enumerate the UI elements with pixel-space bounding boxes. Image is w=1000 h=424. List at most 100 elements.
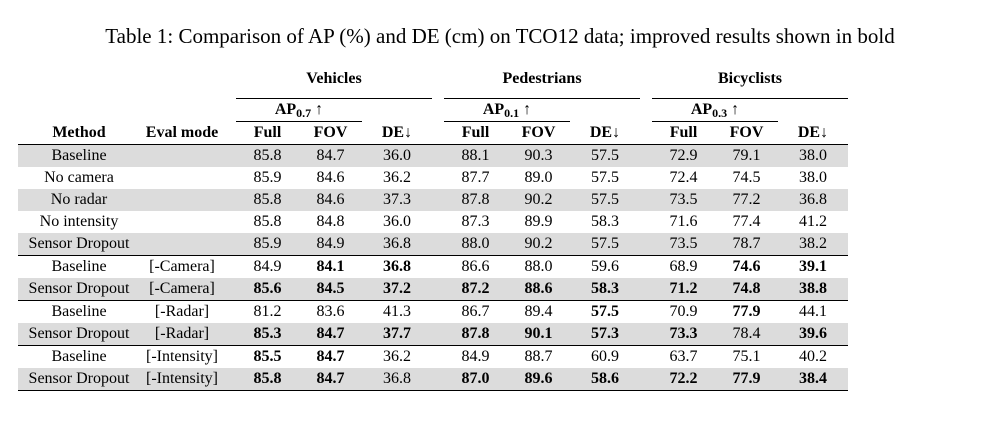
cell-vehicles-full: 81.2	[236, 300, 299, 323]
cell-bicyclists-full: 63.7	[652, 345, 715, 368]
cell-pedestrians-de: 59.6	[570, 255, 640, 278]
cell-pedestrians-de: 57.5	[570, 300, 640, 323]
cell-bicyclists-full: 72.9	[652, 144, 715, 167]
ap-header-vehicles: AP0.7 ↑	[236, 98, 362, 122]
cell-eval-mode: [-Intensity]	[140, 368, 224, 391]
cell-pedestrians-fov: 90.1	[507, 323, 570, 346]
cell-vehicles-fov: 84.6	[299, 189, 362, 211]
table-row: No intensity 85.8 84.8 36.0 87.3 89.9 58.3 71.6…	[18, 211, 848, 233]
cell-pedestrians-de: 57.5	[570, 189, 640, 211]
cell-method: Sensor Dropout	[18, 278, 140, 301]
cell-pedestrians-de: 58.3	[591, 213, 619, 230]
cell-vehicles-de: 37.3	[362, 189, 432, 211]
cell-bicyclists-full: 70.9	[652, 300, 715, 323]
cell-vehicles-de: 36.2	[362, 345, 432, 368]
cell-bicyclists-full: 73.3	[652, 323, 715, 346]
table-row: Sensor Dropout [-Intensity] 85.8 84.7 36.8 87…	[18, 368, 848, 391]
table-row: No radar 85.8 84.6 37.3 87.8 90.2 57.5 73.5 77.2…	[18, 189, 848, 211]
cell-pedestrians-de: 58.3	[570, 278, 640, 301]
cell-pedestrians-full: 86.6	[444, 255, 507, 278]
cell-vehicles-fov: 84.6	[316, 169, 345, 186]
cell-eval-mode	[140, 189, 224, 211]
table-row: No camera 85.9 84.6 36.2 87.7 89.0 57.5 72.4 74.…	[18, 167, 848, 189]
cell-eval-mode: [-Radar]	[140, 300, 224, 323]
cell-bicyclists-fov: 78.4	[715, 323, 778, 346]
cell-bicyclists-de: 38.8	[778, 278, 848, 301]
cell-method: Baseline	[18, 300, 140, 323]
cell-vehicles-full: 85.3	[236, 323, 299, 346]
cell-bicyclists-fov: 77.9	[715, 368, 778, 391]
cell-vehicles-de: 37.7	[362, 323, 432, 346]
cell-pedestrians-full: 88.1	[444, 144, 507, 167]
cell-pedestrians-de: 57.5	[570, 144, 640, 167]
cell-method: Baseline	[18, 255, 140, 278]
table-row: Baseline [-Camera] 84.9 84.1 36.8 86.6 88.0 59.…	[18, 255, 848, 278]
cell-pedestrians-fov: 89.6	[507, 368, 570, 391]
cell-vehicles-full: 85.8	[236, 189, 299, 211]
table-row: Baseline [-Intensity] 85.5 84.7 36.2 84.9 88.7…	[18, 345, 848, 368]
cell-vehicles-fov: 84.7	[299, 144, 362, 167]
cell-vehicles-full: 84.9	[236, 255, 299, 278]
cell-bicyclists-de: 38.0	[799, 169, 827, 186]
cell-vehicles-full: 85.5	[236, 345, 299, 368]
ap-header-pedestrians: AP0.1 ↑	[444, 98, 570, 122]
cell-bicyclists-de: 38.2	[778, 233, 848, 256]
cell-vehicles-full: 85.8	[236, 368, 299, 391]
cell-bicyclists-full: 73.5	[652, 189, 715, 211]
cell-pedestrians-full: 87.7	[461, 169, 490, 186]
cell-bicyclists-fov: 74.6	[715, 255, 778, 278]
cell-pedestrians-fov: 90.2	[507, 233, 570, 256]
cell-vehicles-de: 41.3	[362, 300, 432, 323]
col-header-vehicles-full: Full	[236, 121, 299, 145]
cell-pedestrians-de: 60.9	[570, 345, 640, 368]
cell-pedestrians-full: 87.0	[444, 368, 507, 391]
cell-vehicles-fov: 84.7	[299, 345, 362, 368]
cell-pedestrians-fov: 88.0	[507, 255, 570, 278]
col-header-vehicles-de: DE↓	[362, 121, 432, 145]
cell-eval-mode	[140, 233, 224, 256]
cell-vehicles-fov: 84.7	[299, 323, 362, 346]
cell-eval-mode: [-Camera]	[140, 278, 224, 301]
cell-bicyclists-fov: 74.8	[715, 278, 778, 301]
col-header-pedestrians-full: Full	[444, 121, 507, 145]
col-header-vehicles-fov: FOV	[299, 121, 362, 145]
cell-bicyclists-full: 72.2	[652, 368, 715, 391]
cell-method: Baseline	[18, 144, 140, 167]
cell-bicyclists-full: 73.5	[652, 233, 715, 256]
cell-vehicles-full: 85.9	[253, 169, 282, 186]
cell-method: No intensity	[39, 213, 119, 230]
table-row: Sensor Dropout [-Radar] 85.3 84.7 37.7 87.8 90…	[18, 323, 848, 346]
cell-method: Sensor Dropout	[18, 233, 140, 256]
col-header-pedestrians-de: DE↓	[570, 121, 640, 145]
cell-bicyclists-full: 68.9	[652, 255, 715, 278]
cell-pedestrians-full: 88.0	[444, 233, 507, 256]
table-row: Sensor Dropout [-Camera] 85.6 84.5 37.2 87.2 8…	[18, 278, 848, 301]
table-row: Baseline 85.8 84.7 36.0 88.1 90.3 57.5 72.9 79.1…	[18, 144, 848, 167]
cell-pedestrians-de: 57.3	[570, 323, 640, 346]
cell-bicyclists-fov: 75.1	[715, 345, 778, 368]
cell-method: No camera	[44, 169, 114, 186]
cell-pedestrians-fov: 90.2	[507, 189, 570, 211]
cell-vehicles-full: 85.8	[236, 144, 299, 167]
cell-eval-mode: [-Camera]	[140, 255, 224, 278]
table-row: Baseline [-Radar] 81.2 83.6 41.3 86.7 89.4 57.5…	[18, 300, 848, 323]
cell-bicyclists-fov: 77.4	[732, 213, 761, 230]
cell-vehicles-de: 36.8	[362, 255, 432, 278]
cell-vehicles-fov: 84.7	[299, 368, 362, 391]
cell-vehicles-fov: 84.9	[299, 233, 362, 256]
col-header-bicyclists-fov: FOV	[715, 121, 778, 145]
cell-pedestrians-de: 58.6	[570, 368, 640, 391]
cell-vehicles-de: 36.8	[362, 368, 432, 391]
cell-bicyclists-de: 40.2	[778, 345, 848, 368]
cell-eval-mode: [-Intensity]	[140, 345, 224, 368]
cell-vehicles-fov: 84.1	[299, 255, 362, 278]
cell-vehicles-full: 85.6	[236, 278, 299, 301]
cell-vehicles-de: 36.8	[362, 233, 432, 256]
cell-bicyclists-fov: 77.2	[715, 189, 778, 211]
cell-bicyclists-fov: 77.9	[715, 300, 778, 323]
cell-vehicles-full: 85.8	[253, 213, 282, 230]
cell-pedestrians-fov: 88.7	[507, 345, 570, 368]
cell-bicyclists-de: 44.1	[778, 300, 848, 323]
cell-pedestrians-fov: 89.4	[507, 300, 570, 323]
cell-pedestrians-full: 87.3	[461, 213, 490, 230]
